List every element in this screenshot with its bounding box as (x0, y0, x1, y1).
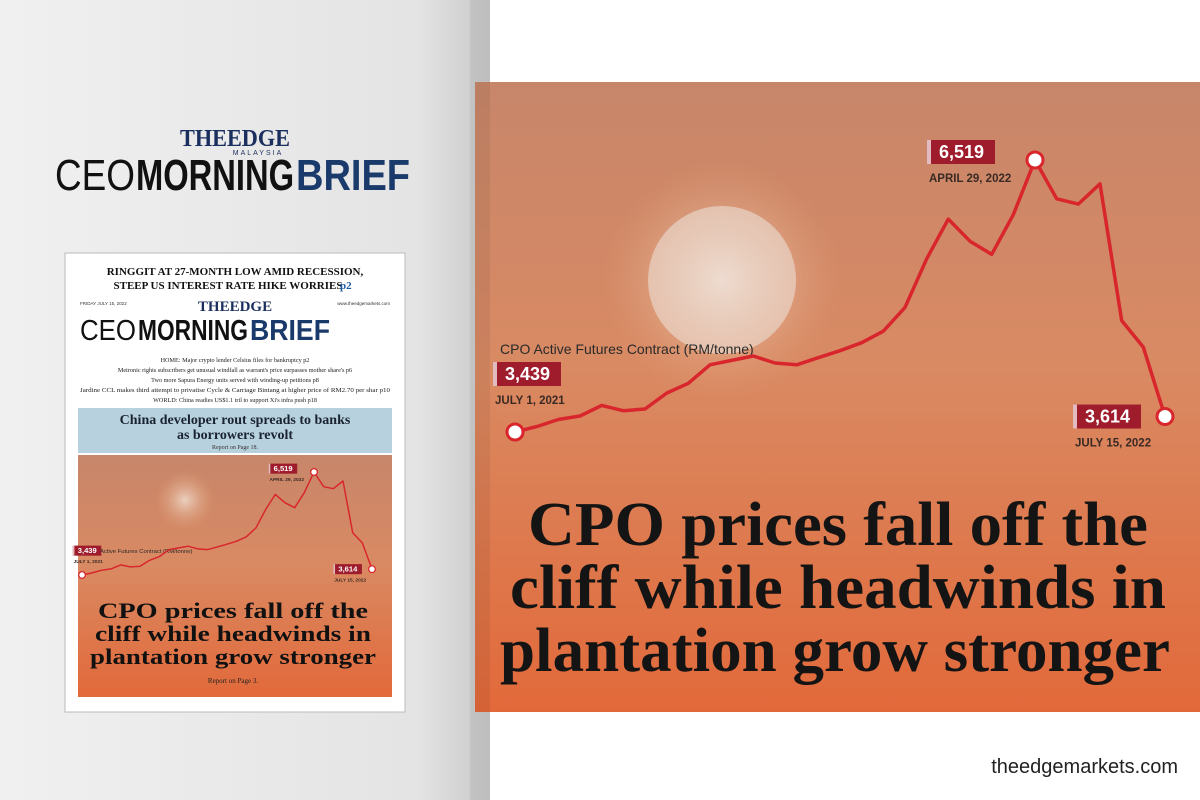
point-marker (1155, 407, 1175, 427)
headline: CPO prices fall off the (528, 491, 1148, 559)
label-box (268, 463, 298, 474)
date-label: JULY 1, 2021 (74, 559, 104, 565)
cover-logo-word: CEO (80, 315, 136, 347)
banner: RINGGIT AT 27-MONTH LOW AMID RECESSION, (107, 266, 364, 278)
point-marker (78, 571, 86, 579)
footer-url: theedgemarkets.com (991, 756, 1178, 778)
label-accent (333, 564, 336, 575)
value-label: 3,614 (338, 565, 358, 574)
brief: Two more Sapura Energy units served with… (151, 377, 319, 384)
brief: WORLD: China readies US$1.1 tril to supp… (153, 397, 317, 404)
cover-headline: CPO prices fall off the (98, 598, 368, 623)
headline: plantation grow stronger (500, 617, 1170, 685)
label-box (72, 545, 102, 556)
brief: HOME: Major crypto lender Celsius files … (161, 357, 310, 364)
brand: THEEDGE (180, 126, 290, 152)
label-box (927, 140, 995, 164)
label-accent (927, 140, 931, 164)
date-label: APRIL 29, 2022 (269, 477, 304, 483)
fruit-core (648, 206, 796, 354)
price-line (81, 471, 373, 576)
region: MALAYSIA (233, 150, 284, 157)
cover-headline: plantation grow stronger (90, 644, 376, 669)
story-ref: Report on Page 18. (212, 445, 258, 451)
main-chart: CPO Active Futures Contract (RM/tonne) 3,… (493, 140, 1175, 450)
value-label: 6,519 (939, 142, 984, 162)
label-box (1073, 404, 1141, 429)
brief: Jardine CCL makes third attempt to priva… (80, 387, 390, 394)
value-label: 3,614 (1085, 407, 1130, 427)
cover-website: www.theedgemarkets.com (337, 301, 390, 306)
value-label: 6,519 (274, 464, 293, 473)
date-label: JULY 15, 2022 (334, 578, 366, 584)
cover-logo-word: MORNING (138, 315, 248, 347)
date-label: JULY 1, 2021 (495, 395, 565, 407)
brief: Metronic rights subscribers get unusual … (118, 367, 352, 374)
chart-title: CPO Active Futures Contract (RM/tonne) (86, 549, 192, 555)
logo-word: CEO (55, 151, 135, 200)
cover-thumbnail: RINGGIT AT 27-MONTH LOW AMID RECESSION, … (64, 252, 406, 713)
point-marker (505, 422, 525, 442)
label-accent (268, 463, 271, 474)
value-label: 3,439 (78, 546, 97, 555)
logo-word: MORNING (136, 151, 294, 200)
lead-ref: Report on Page 3. (208, 677, 258, 685)
headline: cliff while headwinds in (510, 554, 1166, 622)
banner: STEEP US INTEREST RATE HIKE WORRIES (114, 280, 343, 292)
label-box (493, 362, 561, 386)
story: China developer rout spreads to banks (120, 413, 351, 428)
banner-page: p2 (340, 280, 352, 292)
point-marker (368, 565, 376, 574)
value-label: 3,439 (505, 364, 550, 384)
cover-logo-word: BRIEF (250, 315, 330, 347)
chart-title: CPO Active Futures Contract (RM/tonne) (500, 341, 754, 357)
date-label: JULY 15, 2022 (1075, 438, 1151, 450)
price-line (514, 158, 1167, 434)
logo-word: BRIEF (296, 151, 410, 200)
point-marker (1025, 150, 1045, 170)
cover-brand: THEEDGE (198, 299, 272, 315)
cover-chart: CPO Active Futures Contract (RM/tonne)3,… (72, 463, 376, 584)
story: as borrowers revolt (177, 428, 293, 443)
fruit (155, 470, 215, 530)
label-accent (493, 362, 497, 386)
label-accent (72, 545, 75, 556)
cover-date: FRIDAY JULY 15, 2022 (80, 301, 127, 306)
point-marker (310, 468, 318, 476)
story-box (78, 408, 392, 453)
main-panel (475, 82, 1200, 712)
cover-headline: cliff while headwinds in (95, 621, 371, 646)
label-box (333, 564, 362, 575)
label-accent (1073, 404, 1077, 429)
logo: THEEDGE MALAYSIA CEO MORNING BRIEF (55, 126, 410, 200)
page-fold (470, 0, 490, 800)
date-label: APRIL 29, 2022 (929, 173, 1011, 185)
cover-photo (78, 455, 392, 697)
